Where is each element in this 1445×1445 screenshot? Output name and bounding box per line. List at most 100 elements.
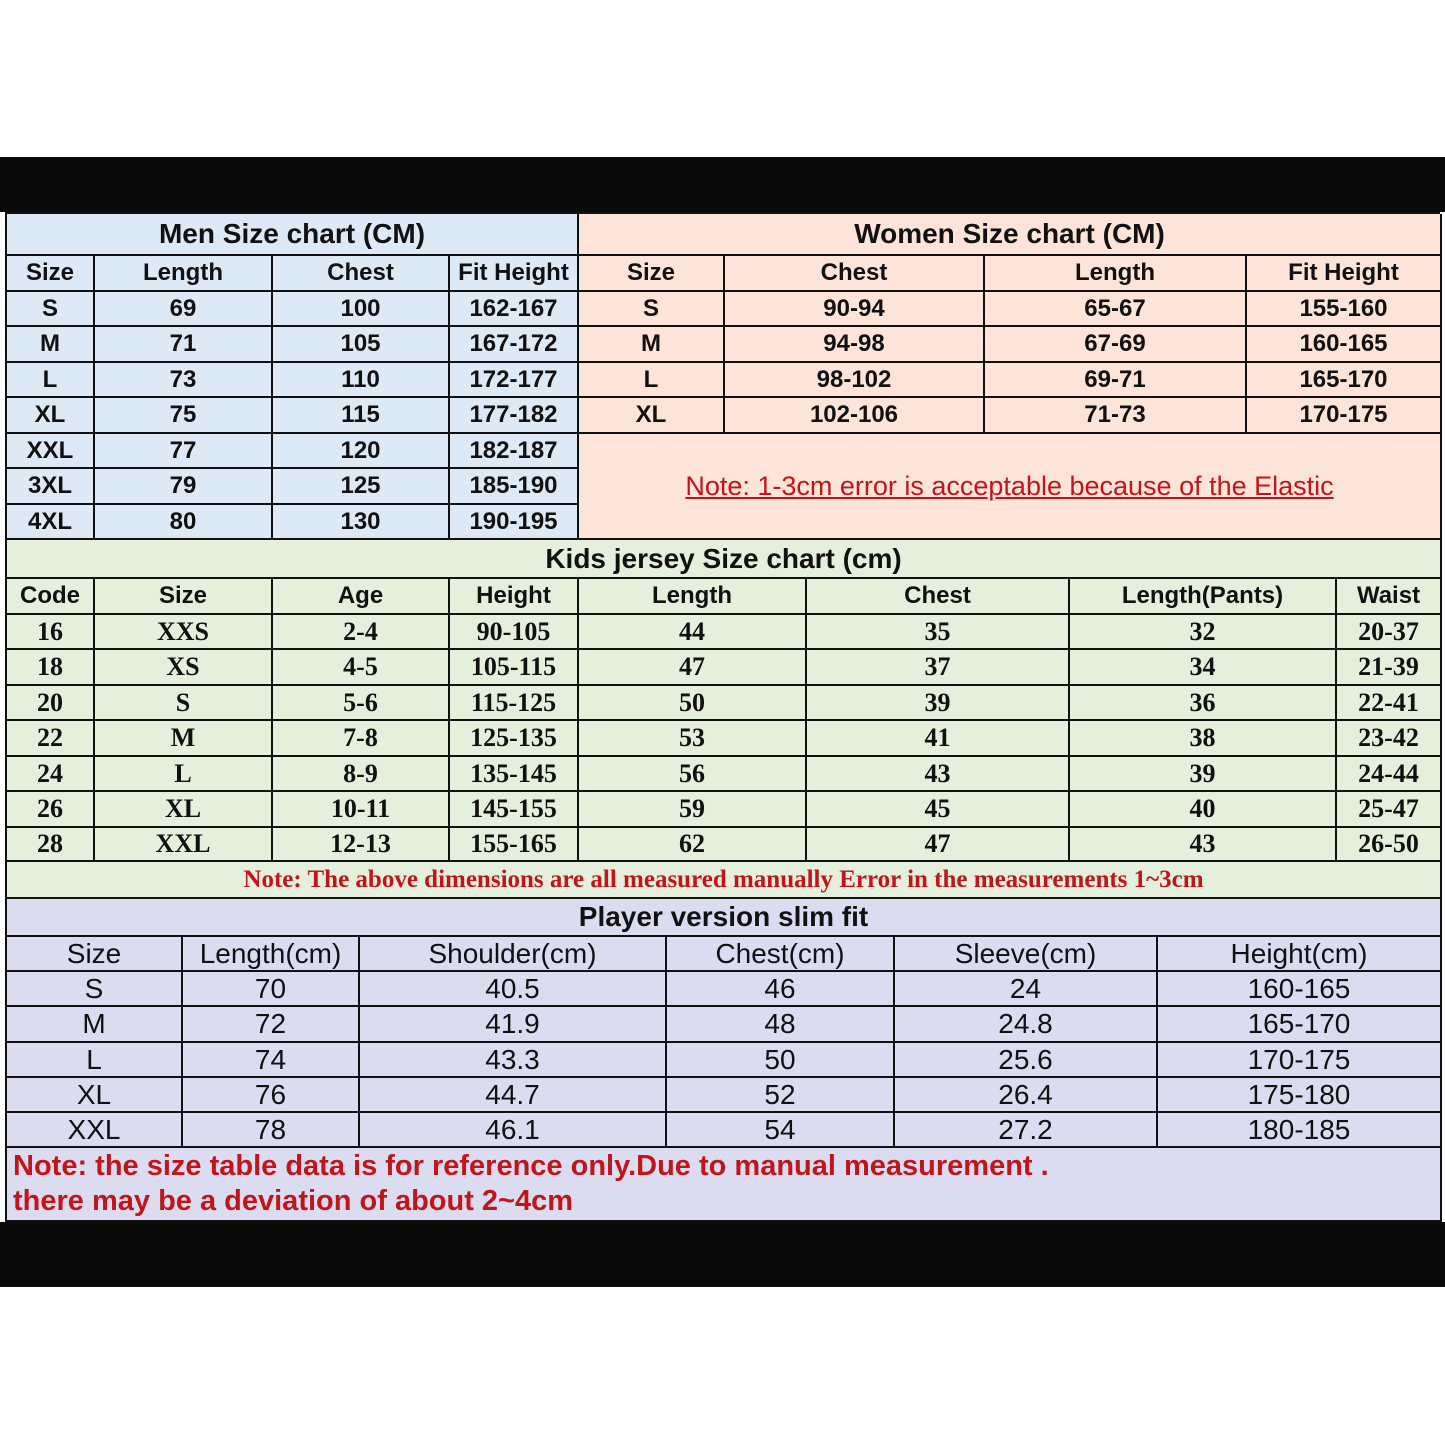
player-header-cell: Sleeve(cm) (895, 937, 1158, 972)
kids-table-cell: 59 (579, 792, 807, 828)
player-table-cell: 44.7 (360, 1078, 667, 1113)
kids-table-cell: 7-8 (273, 721, 450, 757)
men-header-cell: Fit Height (450, 256, 579, 292)
kids-table-cell: 53 (579, 721, 807, 757)
men-table-cell: M (7, 327, 95, 363)
kids-table-cell: 38 (1070, 721, 1337, 757)
kids-table-cell: 115-125 (450, 686, 579, 721)
kids-table-cell: 34 (1070, 650, 1337, 686)
player-note-note-line1: Note: the size table data is for referen… (13, 1150, 1049, 1182)
women-note-text: Note: 1-3cm error is acceptable because … (685, 470, 1334, 501)
men-table-cell: L (7, 363, 95, 398)
women-header-cell: Chest (725, 256, 985, 292)
men-table-cell: 110 (273, 363, 450, 398)
kids-table-cell: 45 (807, 792, 1070, 828)
women-table-cell: 160-165 (1247, 327, 1442, 363)
men-table-cell: 167-172 (450, 327, 579, 363)
men-table-cell: 73 (95, 363, 273, 398)
player-table-cell: 40.5 (360, 972, 667, 1007)
women-table-cell: 170-175 (1247, 398, 1442, 434)
kids-table-cell: 20 (7, 686, 95, 721)
women-table-cell: 155-160 (1247, 292, 1442, 327)
player-table-cell: 27.2 (895, 1113, 1158, 1148)
kids-table-cell: 8-9 (273, 757, 450, 792)
kids-table-cell: 50 (579, 686, 807, 721)
men-table-cell: 100 (273, 292, 450, 327)
player-table-cell: XXL (7, 1113, 183, 1148)
kids-table-cell: 20-37 (1337, 615, 1442, 650)
player-table-cell: 50 (667, 1043, 895, 1078)
men-table-cell: 3XL (7, 469, 95, 505)
kids-table-cell: 40 (1070, 792, 1337, 828)
player-table-cell: 175-180 (1158, 1078, 1442, 1113)
player-table-cell: 25.6 (895, 1043, 1158, 1078)
men-table-cell: 125 (273, 469, 450, 505)
player-table-cell: 43.3 (360, 1043, 667, 1078)
men-table-cell: XL (7, 398, 95, 434)
kids-table-cell: M (95, 721, 273, 757)
kids-table-cell: 37 (807, 650, 1070, 686)
kids-table-cell: L (95, 757, 273, 792)
player-table-cell: S (7, 972, 183, 1007)
top-black-band (0, 157, 1445, 212)
men-table-cell: 77 (95, 434, 273, 469)
kids-table-cell: 56 (579, 757, 807, 792)
women-header-cell: Length (985, 256, 1247, 292)
player-table-cell: 78 (183, 1113, 360, 1148)
player-table-cell: 160-165 (1158, 972, 1442, 1007)
men-table-cell: 190-195 (450, 505, 579, 540)
women-table-cell: 98-102 (725, 363, 985, 398)
kids-table-cell: 47 (579, 650, 807, 686)
women-table-cell: 94-98 (725, 327, 985, 363)
kids-table-cell: 21-39 (1337, 650, 1442, 686)
women-table-cell: 165-170 (1247, 363, 1442, 398)
kids-table-cell: 24-44 (1337, 757, 1442, 792)
men-table-cell: 172-177 (450, 363, 579, 398)
women-table-cell: S (579, 292, 725, 327)
player-table-cell: 48 (667, 1007, 895, 1043)
men-title: Men Size chart (CM) (7, 214, 579, 256)
kids-header-cell: Size (95, 579, 273, 615)
women-note: Note: 1-3cm error is acceptable because … (579, 434, 1442, 540)
men-table-cell: 79 (95, 469, 273, 505)
player-title: Player version slim fit (7, 899, 1442, 937)
kids-table-cell: 16 (7, 615, 95, 650)
player-table-cell: 52 (667, 1078, 895, 1113)
player-table-cell: 24.8 (895, 1007, 1158, 1043)
men-table-cell: 177-182 (450, 398, 579, 434)
player-header-cell: Height(cm) (1158, 937, 1442, 972)
women-table-cell: XL (579, 398, 725, 434)
player-note-note-line2: there may be a deviation of about 2~4cm (13, 1185, 574, 1217)
kids-table-cell: 4-5 (273, 650, 450, 686)
player-table-cell: 26.4 (895, 1078, 1158, 1113)
player-table-cell: XL (7, 1078, 183, 1113)
kids-table-cell: 32 (1070, 615, 1337, 650)
kids-table-cell: 26-50 (1337, 828, 1442, 862)
player-table-cell: 76 (183, 1078, 360, 1113)
kids-table-cell: 39 (1070, 757, 1337, 792)
player-table-cell: 46.1 (360, 1113, 667, 1148)
kids-table-cell: 22 (7, 721, 95, 757)
player-header-cell: Shoulder(cm) (360, 937, 667, 972)
kids-header-cell: Waist (1337, 579, 1442, 615)
men-table-cell: 75 (95, 398, 273, 434)
kids-table-cell: 24 (7, 757, 95, 792)
player-table-cell: 165-170 (1158, 1007, 1442, 1043)
men-table-cell: S (7, 292, 95, 327)
kids-table-cell: 145-155 (450, 792, 579, 828)
kids-table-cell: 28 (7, 828, 95, 862)
men-header-cell: Size (7, 256, 95, 292)
men-table-cell: 185-190 (450, 469, 579, 505)
women-header-cell: Size (579, 256, 725, 292)
kids-table-cell: XXL (95, 828, 273, 862)
women-table-cell: 90-94 (725, 292, 985, 327)
kids-table-cell: XXS (95, 615, 273, 650)
kids-table-cell: 90-105 (450, 615, 579, 650)
player-table-cell: 24 (895, 972, 1158, 1007)
player-header-cell: Length(cm) (183, 937, 360, 972)
men-table-cell: 115 (273, 398, 450, 434)
kids-header-cell: Height (450, 579, 579, 615)
women-table-cell: 102-106 (725, 398, 985, 434)
men-header-cell: Length (95, 256, 273, 292)
kids-table-cell: 10-11 (273, 792, 450, 828)
